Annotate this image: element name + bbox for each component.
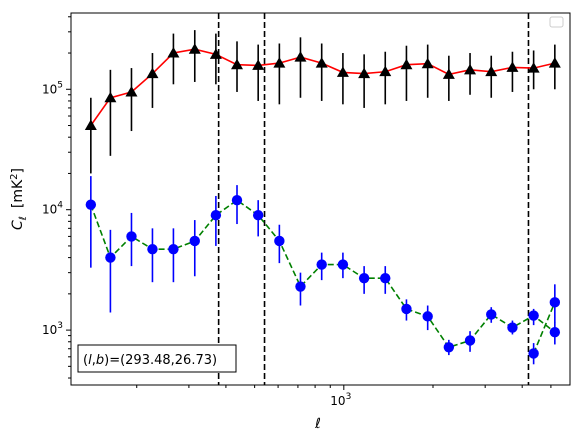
data-point: [507, 322, 518, 333]
data-point: [401, 303, 412, 315]
data-point: [252, 209, 264, 221]
data-point: [126, 231, 137, 242]
data-point: [85, 199, 97, 210]
y-tick-label: 104: [42, 201, 63, 217]
data-point: [528, 348, 539, 359]
data-point: [125, 85, 138, 97]
data-point: [400, 58, 413, 70]
data-point: [549, 327, 561, 338]
data-point: [443, 342, 455, 353]
x-axis-label: ℓ: [314, 416, 321, 432]
series-line: [90, 199, 556, 349]
y-axis-label: Cℓ[mK2]: [9, 168, 29, 230]
data-point: [231, 58, 244, 70]
data-point: [104, 91, 117, 103]
data-point: [294, 51, 307, 62]
plot-area: 103 103 104 105: [42, 12, 571, 408]
data-point: [464, 63, 477, 75]
data-point: [422, 311, 433, 322]
y-axis-ticks: 103 104 105: [42, 16, 71, 379]
data-point: [486, 309, 497, 320]
data-point: [336, 66, 349, 77]
data-point: [84, 119, 97, 131]
data-point: [167, 47, 180, 58]
data-point: [210, 209, 222, 221]
y-tick-label: 105: [42, 80, 63, 96]
series-group: [85, 176, 561, 356]
data-point: [274, 235, 285, 247]
data-point: [485, 65, 498, 77]
data-point: [548, 57, 561, 68]
data-point: [528, 310, 539, 321]
data-point: [147, 243, 158, 255]
data-point: [273, 57, 286, 68]
series-layer: [84, 30, 561, 365]
data-point: [549, 297, 561, 308]
data-point: [315, 57, 328, 68]
data-point: [209, 48, 222, 59]
vertical-lines: [217, 13, 530, 385]
data-point: [506, 61, 519, 72]
data-point: [380, 272, 391, 284]
data-point: [358, 67, 371, 79]
data-point: [146, 67, 159, 79]
data-point: [252, 59, 265, 70]
x-tick-label: 103: [330, 392, 351, 408]
series-group: [528, 284, 561, 365]
annotation-label: (l,b)=(293.48,26.73): [83, 353, 217, 368]
data-point: [442, 68, 455, 79]
data-point: [316, 259, 327, 270]
x-axis-ticks: 103: [136, 385, 552, 408]
data-point: [464, 335, 476, 346]
data-point: [527, 62, 540, 73]
data-point: [379, 65, 392, 77]
data-point: [188, 43, 201, 54]
data-point: [421, 57, 434, 69]
y-tick-label: 103: [42, 321, 63, 337]
series-group: [84, 30, 561, 174]
plot-frame: [70, 12, 571, 386]
data-point: [105, 252, 116, 263]
legend-box: [549, 16, 564, 28]
data-point: [295, 281, 306, 292]
data-point: [358, 272, 370, 284]
annotation-box: (l,b)=(293.48,26.73): [77, 344, 237, 373]
svg-text:Cℓ[mK2]: Cℓ[mK2]: [9, 168, 29, 230]
data-point: [168, 243, 179, 255]
series-line: [532, 302, 556, 354]
data-point: [337, 259, 349, 270]
data-point: [231, 194, 243, 206]
data-point: [189, 235, 200, 247]
